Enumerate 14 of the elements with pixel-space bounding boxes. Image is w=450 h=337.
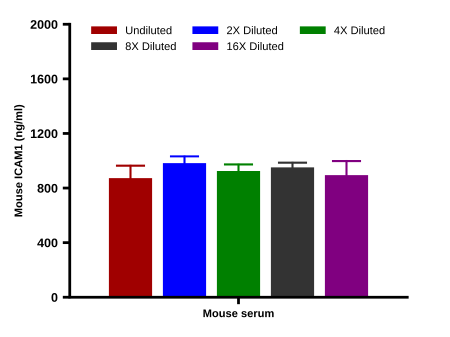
x-tick-label: Mouse serum (203, 309, 274, 318)
y-tick-label: 1600 (30, 74, 58, 84)
bar (270, 167, 314, 298)
legend-label: 4X Diluted (334, 26, 384, 34)
y-tick-label: 400 (37, 238, 58, 248)
y-tick-label: 1200 (30, 129, 58, 138)
y-tick-label: 0 (51, 293, 58, 302)
y-axis-title: Mouse ICAM1 (ng/ml) (14, 104, 25, 216)
legend-label: 8X Diluted (126, 42, 176, 50)
legend-label: 2X Diluted (227, 26, 277, 34)
y-tick-label: 2000 (30, 20, 58, 29)
y-tick-label: 800 (37, 184, 58, 193)
legend-label: 16X Diluted (227, 42, 284, 50)
legend-label: Undiluted (126, 26, 172, 34)
